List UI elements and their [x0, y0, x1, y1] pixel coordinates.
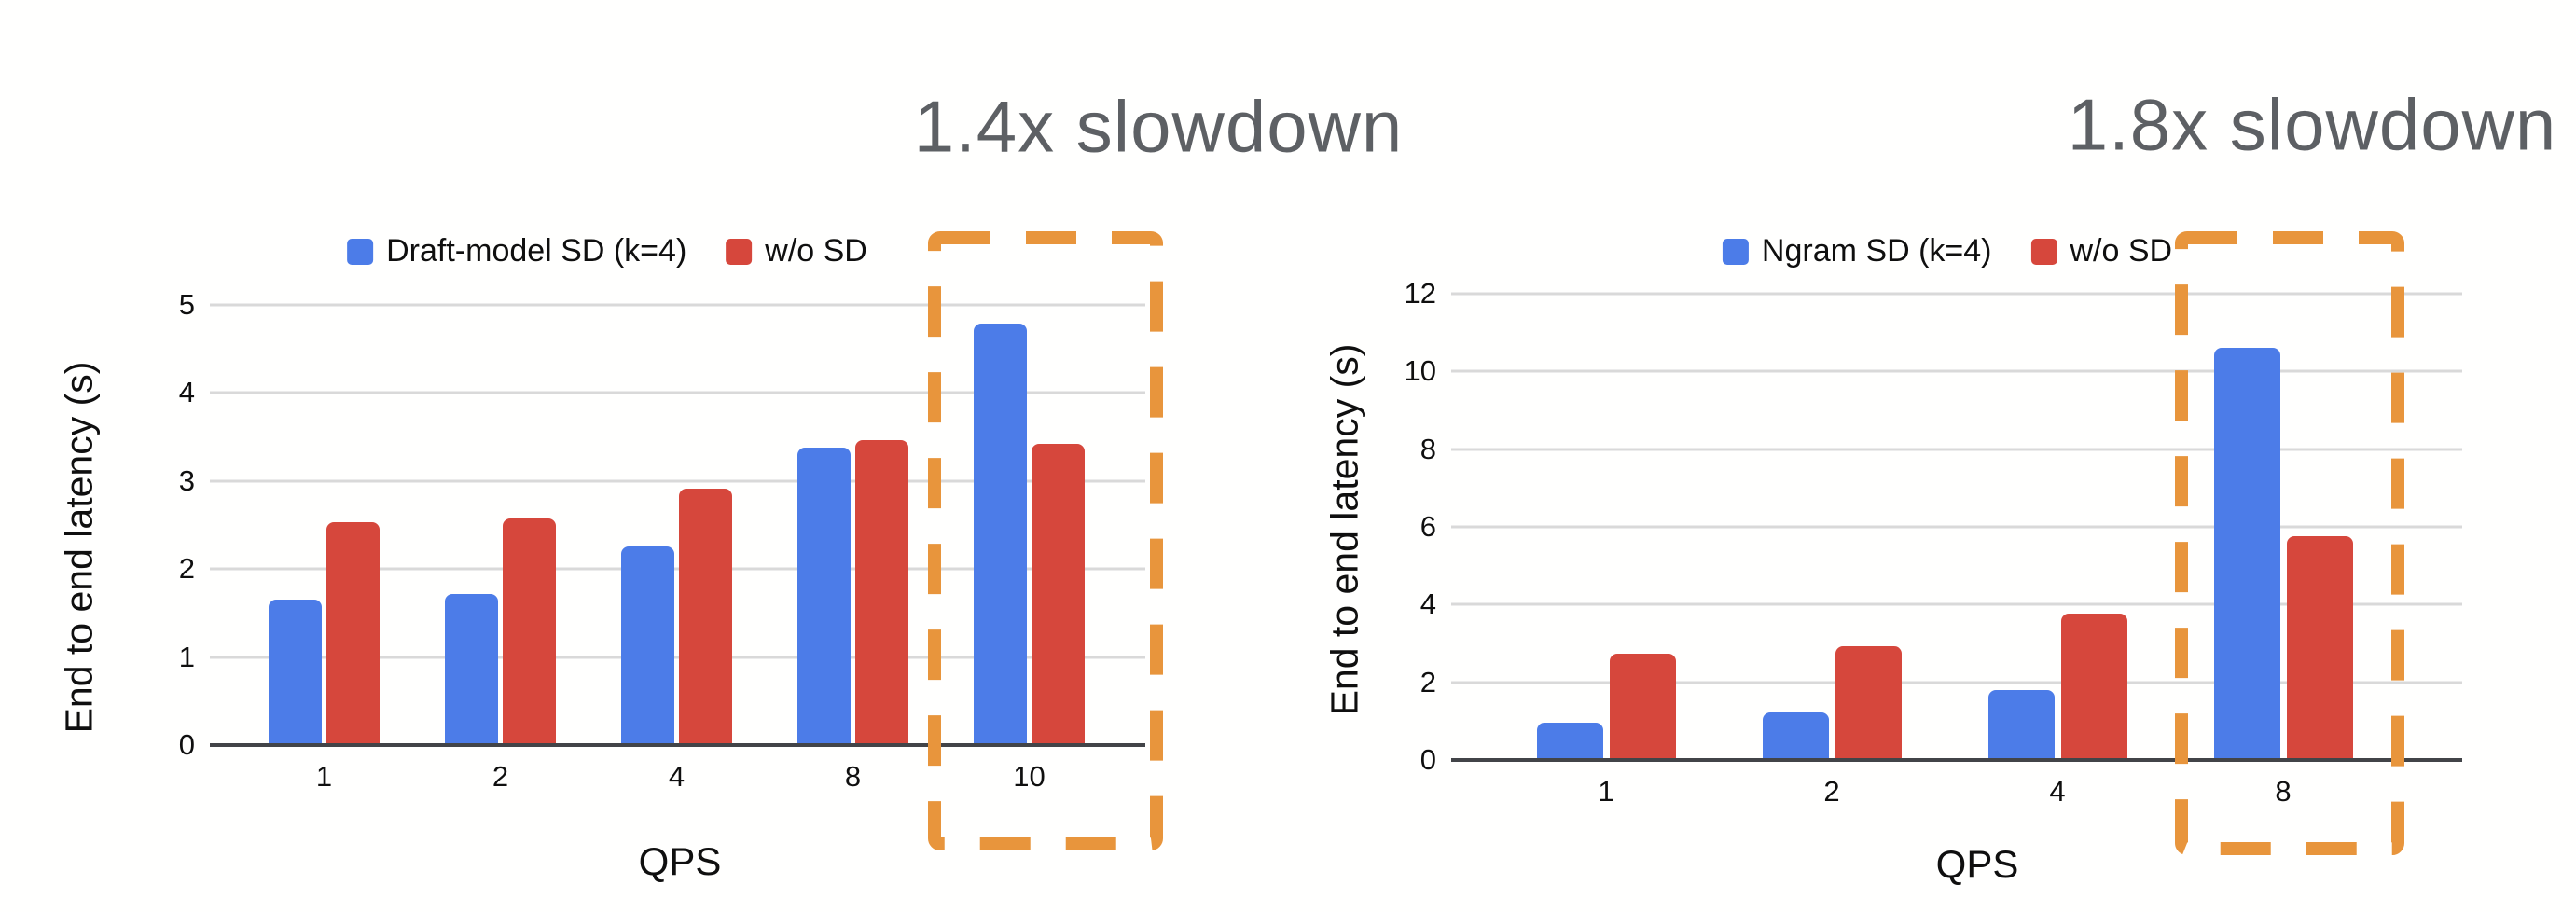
gridline: [1451, 681, 2462, 684]
bar-sd: [445, 593, 498, 745]
plot-area-right: 0 2 4 6 8 10 12 1 2 4 8: [1405, 277, 2462, 808]
gridline: [1451, 448, 2462, 451]
plot-area-left: 0 1 2 3 4 5 1 2 4 8 10: [179, 288, 1145, 793]
bar-sd: [1987, 690, 2055, 760]
x-tick-label: 4: [2049, 775, 2066, 808]
bar-group: 8: [765, 305, 941, 793]
highlight-box-right-svg: [2175, 231, 2404, 855]
bar-sd: [269, 600, 322, 745]
bar-sd: [1536, 723, 1603, 760]
y-tick-label: 12: [1404, 277, 1436, 310]
y-tick-label: 10: [1404, 354, 1436, 388]
x-axis-line: [210, 743, 1145, 747]
gridline: [1451, 292, 2462, 296]
slowdown-annotation-right: 1.8x slowdown: [2067, 83, 2557, 166]
x-axis-title-right: QPS: [1935, 842, 2019, 886]
y-tick-label: 2: [178, 552, 195, 586]
bar-group: 4: [589, 305, 765, 793]
y-tick-label: 0: [178, 728, 195, 761]
y-tick-label: 1: [178, 640, 195, 673]
x-tick-label: 8: [2275, 775, 2292, 808]
highlight-box-right: [2175, 231, 2404, 855]
legend-item-draft-model-sd: Draft-model SD (k=4): [347, 233, 686, 269]
legend-swatch-red-icon: [2030, 238, 2057, 265]
bar-sd: [621, 546, 674, 745]
bar-group: 10: [941, 305, 1117, 793]
bar-group: 8: [2170, 294, 2396, 808]
bar-wo-sd: [2060, 613, 2127, 760]
x-tick-label: 8: [844, 760, 862, 793]
bar-wo-sd: [503, 518, 556, 745]
legend-right: Ngram SD (k=4) w/o SD: [1722, 233, 2172, 269]
bar-wo-sd: [326, 522, 380, 745]
bar-group: 2: [412, 305, 589, 793]
gridline: [1451, 369, 2462, 373]
legend-label-wo-sd: w/o SD: [2070, 233, 2173, 269]
gridline: [1451, 525, 2462, 529]
y-axis-title-right: End to end latency (s): [1323, 343, 1366, 716]
slowdown-annotation-left: 1.4x slowdown: [913, 85, 1404, 168]
bar-groups: 1 2 4 8 10: [236, 305, 1117, 793]
y-tick-label: 6: [1420, 510, 1436, 543]
bar-group: 1: [236, 305, 412, 793]
bar-group: 2: [1719, 294, 1945, 808]
x-tick-label: 10: [1013, 760, 1046, 793]
legend-label-ngram-sd: Ngram SD (k=4): [1761, 233, 1992, 269]
bar-groups: 1 2 4 8: [1493, 294, 2396, 808]
legend-item-ngram-sd: Ngram SD (k=4): [1722, 233, 1992, 269]
y-tick-label: 8: [1420, 432, 1436, 465]
bar-sd: [2213, 348, 2280, 760]
legend-label-draft-model-sd: Draft-model SD (k=4): [386, 233, 687, 269]
x-tick-label: 1: [315, 760, 333, 793]
x-tick-label: 1: [1598, 775, 1614, 808]
x-axis-line: [1451, 758, 2462, 762]
x-tick-label: 2: [492, 760, 509, 793]
bar-wo-sd: [1835, 645, 1902, 760]
y-tick-label: 3: [178, 463, 195, 497]
legend-item-wo-sd: w/o SD: [726, 233, 867, 269]
legend-swatch-blue-icon: [1722, 238, 1749, 265]
legend-left: Draft-model SD (k=4) w/o SD: [347, 233, 867, 269]
bar-sd: [1762, 712, 1829, 760]
bar-wo-sd: [679, 489, 732, 745]
y-tick-label: 2: [1420, 665, 1436, 698]
legend-swatch-red-icon: [726, 238, 753, 265]
highlight-dashed-rect: [928, 231, 1163, 850]
bar-wo-sd: [855, 440, 908, 745]
highlight-box-left: [928, 231, 1163, 850]
gridline: [1451, 602, 2462, 606]
bar-group: 4: [1945, 294, 2170, 808]
bar-wo-sd: [1032, 444, 1085, 745]
highlight-box-left-svg: [928, 231, 1163, 850]
gridline: [210, 303, 1145, 307]
y-tick-label: 4: [1420, 587, 1436, 621]
gridline: [210, 656, 1145, 659]
bar-wo-sd: [1609, 654, 1676, 760]
highlight-dashed-rect: [2175, 231, 2404, 855]
gridline: [210, 479, 1145, 483]
gridline: [210, 391, 1145, 394]
bar-wo-sd: [2286, 536, 2353, 760]
x-axis-title-left: QPS: [638, 839, 722, 883]
x-tick-label: 4: [668, 760, 686, 793]
legend-swatch-blue-icon: [347, 238, 374, 265]
y-axis-title-left: End to end latency (s): [57, 361, 101, 734]
bar-sd: [797, 447, 851, 745]
gridline: [210, 567, 1145, 571]
x-tick-label: 2: [1823, 775, 1840, 808]
bar-sd: [974, 323, 1027, 745]
legend-label-wo-sd: w/o SD: [765, 233, 867, 269]
y-tick-label: 4: [178, 376, 195, 409]
bar-group: 1: [1493, 294, 1719, 808]
y-tick-label: 0: [1420, 743, 1436, 776]
y-tick-label: 5: [178, 288, 195, 321]
legend-item-wo-sd: w/o SD: [2030, 233, 2172, 269]
